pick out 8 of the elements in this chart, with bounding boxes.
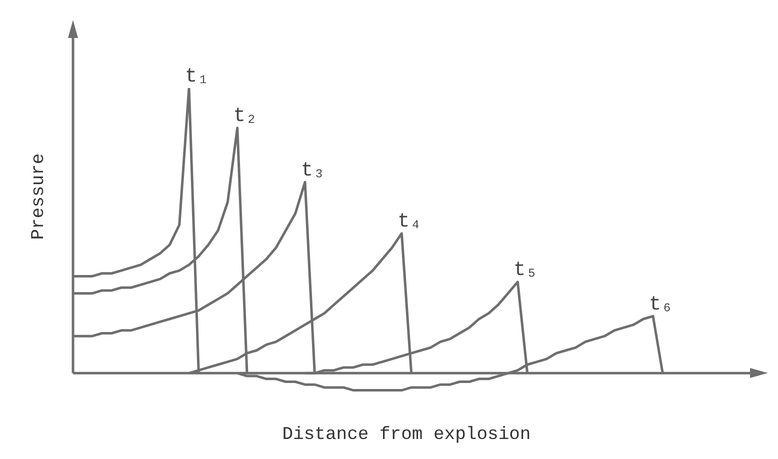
series-label: t₂ — [233, 105, 258, 128]
x-axis-title: Distance from explosion — [282, 425, 531, 445]
y-axis-title: Pressure — [28, 153, 49, 240]
series-label: t₆ — [649, 293, 674, 316]
series-label: t₄ — [398, 210, 422, 234]
series-label: t₁ — [185, 65, 210, 88]
series-label: t₅ — [514, 259, 538, 282]
series-label: t₃ — [301, 159, 326, 182]
